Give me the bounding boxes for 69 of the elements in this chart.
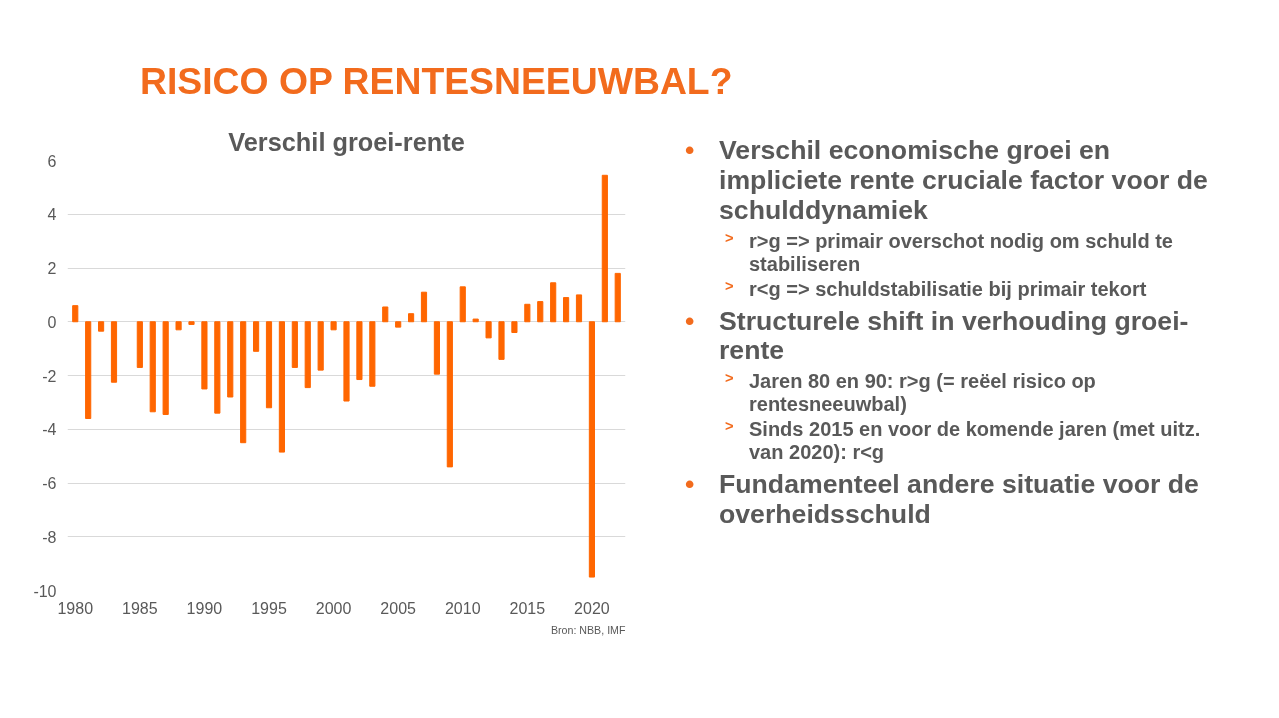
bar bbox=[110, 321, 118, 383]
bar bbox=[420, 291, 428, 323]
bar bbox=[343, 321, 350, 402]
bar bbox=[369, 321, 376, 387]
text: Bron: NBB, IMF bbox=[550, 623, 626, 636]
bar bbox=[472, 318, 479, 323]
text: • Fundamenteel andere situatie voor de overheidsschuld bbox=[685, 469, 1200, 531]
x-tick-label: 1995 bbox=[251, 599, 287, 617]
text: > Sinds 2015 en voor de komende jaren (met uitz. van 2020): r<g bbox=[725, 418, 1202, 465]
bar bbox=[291, 321, 298, 368]
y-tick-label: 0 bbox=[47, 313, 57, 331]
bar bbox=[485, 321, 492, 339]
bar bbox=[563, 297, 570, 323]
bar bbox=[85, 321, 92, 419]
bar bbox=[188, 321, 195, 325]
bar bbox=[227, 321, 234, 398]
bar bbox=[201, 321, 208, 390]
text: • Verschil economische groei en impliciete rente cruciale factor voor de schulddynamiek bbox=[685, 135, 1209, 226]
bar bbox=[575, 294, 583, 323]
x-tick-label: 1980 bbox=[57, 599, 94, 617]
bar bbox=[537, 301, 544, 323]
bar bbox=[356, 321, 363, 381]
text: > r<g => schuldstabilisatie bij primair tekort bbox=[725, 277, 1147, 301]
bar bbox=[317, 321, 324, 371]
x-tick-label: 2005 bbox=[380, 599, 417, 617]
chart-subtitle: Verschil groei-rente bbox=[228, 127, 465, 156]
bar bbox=[304, 321, 311, 389]
bar bbox=[524, 303, 531, 323]
bar bbox=[253, 321, 260, 352]
text: > Jaren 80 en 90: r>g (= reëel risico op rentesneeuwbal) bbox=[725, 370, 1097, 417]
bar bbox=[240, 321, 247, 444]
bar bbox=[98, 321, 105, 332]
x-tick-label: 2015 bbox=[509, 599, 546, 617]
chart-title: RISICO OP RENTESNEEUWBAL? bbox=[140, 59, 733, 104]
bar bbox=[511, 321, 518, 333]
bar bbox=[614, 272, 621, 323]
bar bbox=[446, 321, 453, 468]
y-tick-label: -4 bbox=[42, 421, 57, 439]
bar bbox=[175, 321, 182, 331]
bar bbox=[382, 306, 389, 323]
bar bbox=[395, 321, 402, 328]
bar bbox=[136, 321, 143, 368]
x-tick-label: 2020 bbox=[574, 599, 610, 617]
bar bbox=[214, 321, 221, 414]
x-tick-label: 2010 bbox=[444, 599, 481, 617]
y-tick-label: -8 bbox=[42, 528, 57, 546]
bar bbox=[550, 282, 557, 323]
bar bbox=[601, 174, 608, 323]
y-tick-label: 2 bbox=[47, 260, 57, 277]
bar bbox=[149, 321, 156, 413]
bar bbox=[278, 321, 285, 453]
bar bbox=[265, 321, 273, 409]
bar bbox=[330, 321, 337, 331]
y-tick-label: -2 bbox=[42, 367, 57, 385]
bar bbox=[433, 321, 440, 375]
y-tick-label: -6 bbox=[42, 475, 57, 492]
y-tick-label: -10 bbox=[33, 582, 57, 600]
y-tick-label: 4 bbox=[47, 206, 57, 224]
x-tick-label: 2000 bbox=[315, 599, 352, 617]
bar bbox=[162, 321, 169, 415]
bar bbox=[72, 305, 79, 323]
bar bbox=[459, 286, 466, 323]
bar bbox=[498, 321, 505, 360]
text: • Structurele shift in verhouding groei-rente bbox=[685, 305, 1190, 367]
y-tick-label: 6 bbox=[47, 152, 57, 170]
bar bbox=[588, 321, 595, 578]
bar bbox=[408, 313, 415, 323]
x-tick-label: 1990 bbox=[186, 599, 223, 617]
x-tick-label: 1985 bbox=[122, 599, 158, 617]
